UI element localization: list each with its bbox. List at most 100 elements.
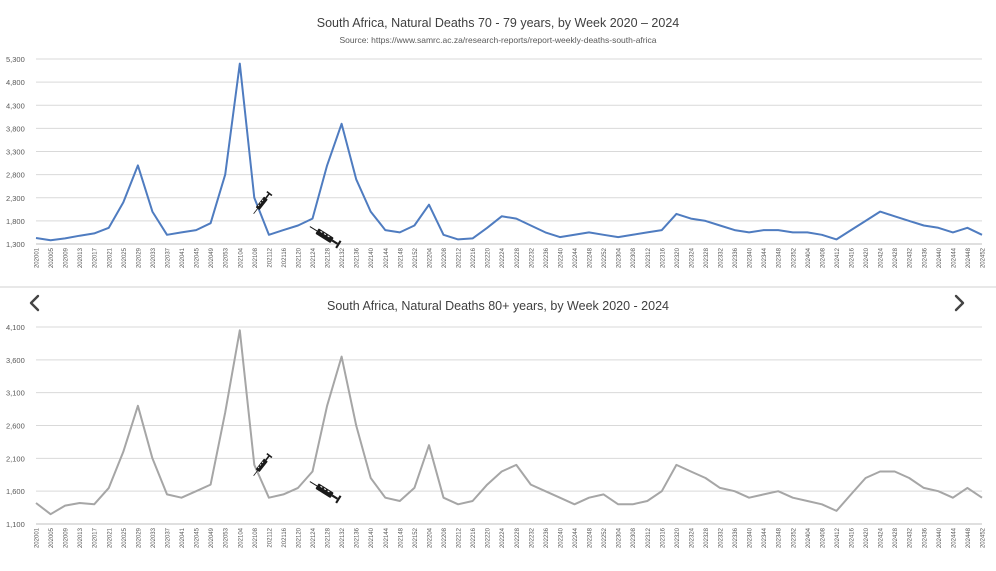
data-point bbox=[776, 228, 781, 233]
data-point bbox=[499, 214, 504, 219]
data-points bbox=[34, 328, 985, 517]
data-point bbox=[34, 236, 39, 241]
x-tick-label: 202152 bbox=[413, 247, 419, 268]
data-point bbox=[485, 225, 490, 230]
x-tick-label: 202041 bbox=[180, 247, 186, 268]
y-tick-label: 2,600 bbox=[6, 422, 25, 431]
data-point bbox=[281, 492, 286, 497]
x-tick-label: 202308 bbox=[631, 527, 637, 548]
y-tick-label: 3,800 bbox=[6, 124, 25, 133]
data-point bbox=[616, 502, 621, 507]
data-point bbox=[543, 489, 548, 494]
x-tick-label: 202021 bbox=[107, 527, 113, 548]
data-point bbox=[950, 495, 955, 500]
x-tick-label: 202436 bbox=[922, 247, 928, 268]
x-tick-label: 202108 bbox=[253, 527, 259, 548]
chart-title: South Africa, Natural Deaths 70 - 79 yea… bbox=[316, 16, 680, 30]
x-tick-label: 202236 bbox=[544, 247, 550, 268]
x-tick-label: 202112 bbox=[267, 247, 273, 267]
data-point bbox=[427, 443, 432, 448]
data-point bbox=[77, 233, 82, 238]
data-point bbox=[965, 225, 970, 230]
carousel-prev-button[interactable] bbox=[24, 290, 46, 316]
x-tick-label: 202208 bbox=[442, 527, 448, 548]
x-tick-label: 202332 bbox=[719, 247, 725, 268]
x-tick-label: 202332 bbox=[719, 527, 725, 548]
x-tick-label: 202128 bbox=[326, 527, 332, 548]
x-tick-label: 202408 bbox=[820, 527, 826, 548]
data-point bbox=[659, 489, 664, 494]
data-point bbox=[266, 495, 271, 500]
x-tick-label: 202013 bbox=[78, 247, 84, 268]
x-tick-label: 202416 bbox=[850, 527, 856, 548]
data-point bbox=[674, 211, 679, 216]
carousel-next-button[interactable] bbox=[948, 290, 970, 316]
data-point bbox=[849, 492, 854, 497]
x-tick-label: 202336 bbox=[733, 247, 739, 268]
x-tick-label: 202224 bbox=[500, 527, 506, 548]
chevron-left-icon bbox=[29, 294, 40, 312]
x-tick-label: 202412 bbox=[835, 527, 841, 548]
x-tick-label: 202232 bbox=[529, 527, 535, 548]
data-point bbox=[528, 482, 533, 487]
data-point bbox=[557, 495, 562, 500]
data-point bbox=[543, 230, 548, 235]
x-tick-label: 202049 bbox=[209, 247, 215, 268]
x-tick-label: 202252 bbox=[602, 247, 608, 268]
x-tick-label: 202236 bbox=[544, 527, 550, 548]
y-tick-label: 2,300 bbox=[6, 194, 25, 203]
syringe-icon bbox=[253, 452, 273, 476]
x-tick-label: 202124 bbox=[311, 527, 317, 548]
x-tick-label: 202440 bbox=[937, 247, 943, 268]
syringe-icon bbox=[309, 481, 342, 504]
data-point bbox=[281, 228, 286, 233]
data-point bbox=[907, 218, 912, 223]
chart-panel-70-79: South Africa, Natural Deaths 70 - 79 yea… bbox=[0, 16, 996, 287]
data-point bbox=[252, 195, 257, 200]
data-point bbox=[412, 485, 417, 490]
data-point bbox=[92, 231, 97, 236]
data-point bbox=[514, 462, 519, 467]
x-tick-label: 202204 bbox=[427, 247, 433, 268]
data-point bbox=[601, 492, 606, 497]
data-point bbox=[878, 469, 883, 474]
data-point bbox=[630, 232, 635, 237]
x-tick-label: 202005 bbox=[49, 247, 55, 268]
x-tick-label: 202144 bbox=[384, 247, 390, 268]
x-tick-label: 202304 bbox=[617, 527, 623, 548]
x-tick-label: 202232 bbox=[529, 247, 535, 268]
x-tick-label: 202132 bbox=[340, 247, 346, 268]
x-tick-label: 202204 bbox=[427, 527, 433, 548]
y-tick-label: 2,800 bbox=[6, 171, 25, 180]
data-point bbox=[223, 172, 228, 177]
data-point bbox=[718, 223, 723, 228]
data-point bbox=[150, 456, 155, 461]
x-tick-label: 202328 bbox=[704, 247, 710, 268]
data-point bbox=[48, 238, 53, 243]
x-tick-label: 202424 bbox=[879, 247, 885, 268]
data-point bbox=[412, 223, 417, 228]
x-tick-label: 202432 bbox=[908, 527, 914, 548]
x-tick-label: 202432 bbox=[908, 247, 914, 268]
x-tick-label: 202312 bbox=[646, 247, 652, 268]
x-tick-label: 202053 bbox=[224, 247, 230, 268]
x-tick-label: 202148 bbox=[398, 247, 404, 268]
data-point bbox=[834, 508, 839, 513]
x-tick-label: 202136 bbox=[355, 527, 361, 548]
data-point bbox=[48, 512, 53, 517]
x-tick-label: 202248 bbox=[588, 247, 594, 268]
data-point bbox=[587, 230, 592, 235]
x-tick-label: 202041 bbox=[180, 527, 186, 548]
data-point bbox=[528, 223, 533, 228]
data-point bbox=[383, 495, 388, 500]
x-tick-label: 202316 bbox=[660, 247, 666, 268]
data-point bbox=[150, 209, 155, 214]
data-point bbox=[732, 228, 737, 233]
x-tick-label: 202049 bbox=[209, 527, 215, 548]
data-point bbox=[790, 495, 795, 500]
data-point bbox=[688, 469, 693, 474]
panel-divider bbox=[0, 286, 996, 288]
y-tick-label: 1,800 bbox=[6, 217, 25, 226]
data-point bbox=[849, 228, 854, 233]
y-tick-label: 4,100 bbox=[6, 323, 25, 332]
